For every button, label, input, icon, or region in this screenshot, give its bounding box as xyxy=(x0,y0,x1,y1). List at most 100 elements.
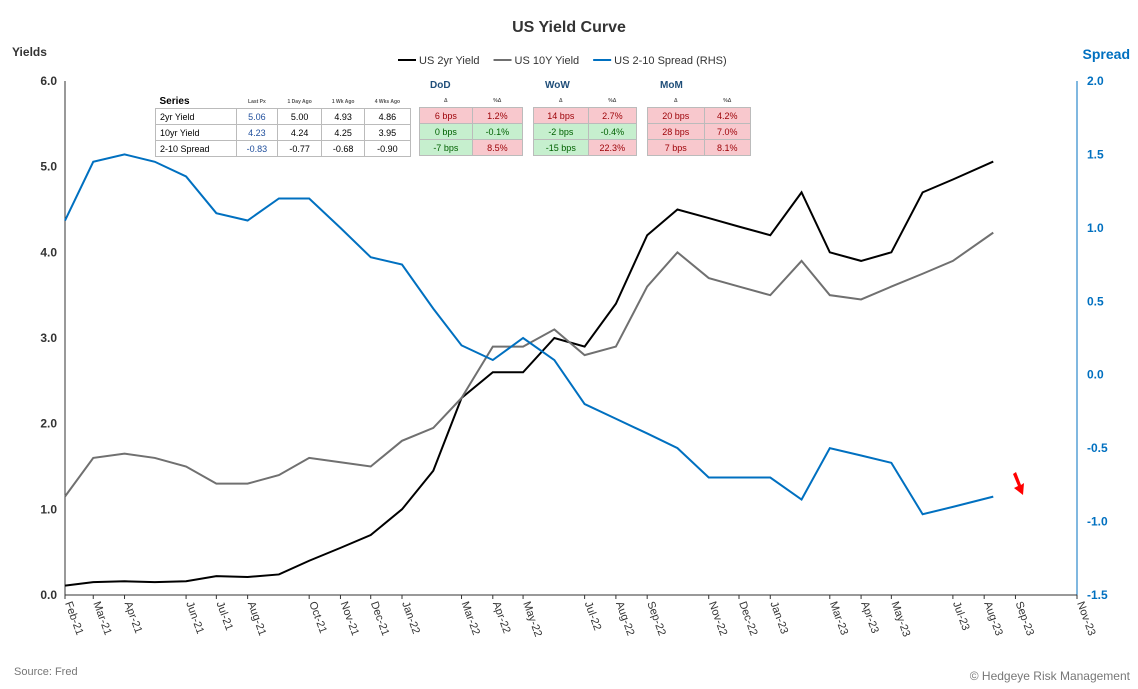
x-tick-label: May-23 xyxy=(889,600,913,639)
x-tick-label: Nov-23 xyxy=(1074,600,1097,637)
y-tick-label: 2.0 xyxy=(40,417,57,431)
change-cell: 20 bps xyxy=(647,107,705,124)
series-line-0 xyxy=(64,160,994,587)
x-tick-label: May-22 xyxy=(520,600,544,639)
group-label: DoD xyxy=(430,80,451,91)
group-label: WoW xyxy=(545,80,570,91)
y-axis-label: Yields xyxy=(12,45,47,59)
y2-tick-label: -1.5 xyxy=(1087,588,1108,602)
x-tick-label: Mar-22 xyxy=(459,600,482,637)
cell-value: 4.25 xyxy=(321,124,365,141)
y-tick-label: 4.0 xyxy=(40,245,57,259)
dod-table: Δ %Δ 6 bps 1.2% 0 bps -0.1% -7 bps 8.5% xyxy=(419,95,524,156)
copyright: © Hedgeye Risk Management xyxy=(969,669,1130,683)
cell-value: 4.23 xyxy=(236,124,278,141)
change-cell: 2.7% xyxy=(587,107,638,124)
x-tick-label: Jun-21 xyxy=(183,600,206,636)
change-cell: 4.2% xyxy=(703,107,752,124)
legend-entry: US 10Y Yield xyxy=(515,55,580,67)
change-cell: 8.5% xyxy=(471,139,524,156)
change-cell: -15 bps xyxy=(533,139,589,156)
column-header: 1 Wk Ago xyxy=(331,98,355,105)
cell-value: -0.77 xyxy=(276,140,323,157)
change-cell: 7 bps xyxy=(647,139,705,156)
x-tick-label: Jul-21 xyxy=(214,600,236,632)
change-cell: -7 bps xyxy=(419,139,473,156)
x-tick-label: Oct-21 xyxy=(306,600,329,635)
change-cell: 0 bps xyxy=(419,123,473,140)
y2-tick-label: -1.0 xyxy=(1087,515,1108,529)
cell-value: 4.86 xyxy=(363,108,412,125)
table-row: 28 bps 7.0% xyxy=(647,123,752,140)
table-row: -15 bps 22.3% xyxy=(533,139,638,156)
y2-tick-label: 2.0 xyxy=(1087,74,1104,88)
table-row: 14 bps 2.7% xyxy=(533,107,638,124)
x-tick-label: Feb-21 xyxy=(62,600,85,637)
pct-delta-header: %Δ xyxy=(608,98,617,104)
y-tick-label: 1.0 xyxy=(40,502,57,516)
y-tick-label: 5.0 xyxy=(40,160,57,174)
cell-value: -0.68 xyxy=(321,140,365,157)
y2-axis-label: Spread xyxy=(1083,46,1130,62)
x-tick-label: Sep-22 xyxy=(644,600,667,637)
column-header: 1 Day Ago xyxy=(287,98,312,105)
change-cell: 7.0% xyxy=(703,123,752,140)
y-tick-label: 0.0 xyxy=(40,588,57,602)
group-label: MoM xyxy=(660,80,683,91)
mom-table: Δ %Δ 20 bps 4.2% 28 bps 7.0% 7 bps 8.1% xyxy=(647,95,752,156)
x-tick-label: Dec-21 xyxy=(368,600,391,637)
x-tick-label: Jul-22 xyxy=(582,600,604,632)
change-cell: 14 bps xyxy=(533,107,589,124)
series-line-1 xyxy=(64,231,994,498)
x-tick-label: Jul-23 xyxy=(950,600,972,632)
change-cell: -0.1% xyxy=(471,123,524,140)
pct-delta-header: %Δ xyxy=(493,98,502,104)
cell-value: -0.83 xyxy=(236,140,278,157)
row-label: 2yr Yield xyxy=(155,108,237,125)
y-tick-label: 6.0 xyxy=(40,74,57,88)
cell-value: 4.93 xyxy=(321,108,365,125)
table-row: 6 bps 1.2% xyxy=(419,107,524,124)
column-header: 4 Wks Ago xyxy=(374,98,401,105)
change-cell: 1.2% xyxy=(471,107,524,124)
y2-tick-label: 1.5 xyxy=(1087,147,1104,161)
delta-header: Δ xyxy=(674,98,678,104)
series-header: Series xyxy=(159,96,190,107)
change-cell: 22.3% xyxy=(587,139,638,156)
table-row: 2yr Yield 5.06 5.00 4.93 4.86 xyxy=(155,108,412,125)
x-tick-label: Nov-22 xyxy=(706,600,729,637)
cell-value: 3.95 xyxy=(363,124,412,141)
y2-tick-label: 0.0 xyxy=(1087,368,1104,382)
table-row: -2 bps -0.4% xyxy=(533,123,638,140)
row-label: 10yr Yield xyxy=(155,124,237,141)
summary-table: Series Last Px 1 Day Ago 1 Wk Ago 4 Wks Ago 2… xyxy=(155,95,412,157)
x-tick-label: Sep-23 xyxy=(1013,600,1036,637)
x-tick-label: Mar-21 xyxy=(90,600,113,637)
table-row: 0 bps -0.1% xyxy=(419,123,524,140)
table-row: -7 bps 8.5% xyxy=(419,139,524,156)
table-row: 2-10 Spread -0.83 -0.77 -0.68 -0.90 xyxy=(155,140,412,157)
x-tick-label: Aug-22 xyxy=(613,600,636,637)
x-tick-label: Dec-22 xyxy=(736,600,759,637)
change-cell: 8.1% xyxy=(703,139,752,156)
x-tick-label: Jan-23 xyxy=(767,600,790,636)
table-row: 7 bps 8.1% xyxy=(647,139,752,156)
down-arrow-icon xyxy=(1013,472,1024,495)
table-row: 10yr Yield 4.23 4.24 4.25 3.95 xyxy=(155,124,412,141)
cell-value: -0.90 xyxy=(363,140,412,157)
legend-entry: US 2-10 Spread (RHS) xyxy=(614,55,727,67)
change-cell: -2 bps xyxy=(533,123,589,140)
delta-header: Δ xyxy=(559,98,563,104)
wow-table: Δ %Δ 14 bps 2.7% -2 bps -0.4% -15 bps 22.3% xyxy=(533,95,638,156)
table-row: 20 bps 4.2% xyxy=(647,107,752,124)
y2-tick-label: -0.5 xyxy=(1087,441,1108,455)
change-cell: 28 bps xyxy=(647,123,705,140)
cell-value: 4.24 xyxy=(276,124,323,141)
x-tick-label: Aug-23 xyxy=(981,600,1004,637)
x-tick-label: Apr-22 xyxy=(490,600,513,635)
x-tick-label: Aug-21 xyxy=(245,600,268,637)
x-tick-label: Apr-21 xyxy=(122,600,145,635)
legend-entry: US 2yr Yield xyxy=(419,55,480,67)
x-tick-label: Apr-23 xyxy=(858,600,881,635)
